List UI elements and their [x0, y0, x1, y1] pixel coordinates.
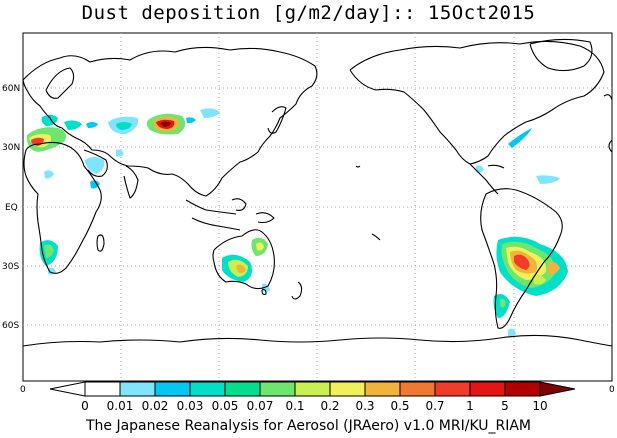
- dust-mongolia: [200, 108, 220, 118]
- colorbar-high-arrow: [539, 381, 576, 397]
- colorbar: [49, 381, 576, 397]
- colorbar-label: 0.07: [247, 399, 274, 413]
- lat-label-eq: EQ: [5, 203, 18, 213]
- coastlines: [22, 38, 613, 347]
- colorbar-label: 0.02: [142, 399, 169, 413]
- colorbar-box-2: [154, 381, 191, 397]
- colorbar-box-4: [224, 381, 261, 397]
- lat-label-60s: 60S: [2, 321, 19, 331]
- dust-australia: [222, 237, 270, 292]
- colorbar-label: 10: [532, 399, 547, 413]
- colorbar-box-8: [364, 381, 401, 397]
- map-title: Dust deposition [g/m2/day]:: 15Oct2015: [81, 2, 536, 24]
- dust-taklamakan: [146, 113, 196, 135]
- latitude-labels: 60N 30N EQ 30S 60S: [2, 84, 20, 331]
- colorbar-label: 0.5: [390, 399, 409, 413]
- colorbar-label: 0.03: [177, 399, 204, 413]
- colorbar-label: 0.01: [107, 399, 134, 413]
- colorbar-label: 0.1: [285, 399, 304, 413]
- dust-arabia: [85, 157, 105, 174]
- colorbar-label: 0.7: [425, 399, 444, 413]
- colorbar-label: 0.2: [320, 399, 339, 413]
- colorbar-low-arrow: [49, 381, 86, 397]
- colorbar-box-12: [504, 381, 541, 397]
- colorbar-box-3: [189, 381, 226, 397]
- lat-label-30n: 30N: [2, 143, 20, 153]
- colorbar-label: 5: [501, 399, 509, 413]
- colorbar-box-1: [119, 381, 156, 397]
- lat-label-60n: 60N: [2, 84, 20, 94]
- colorbar-box-6: [294, 381, 331, 397]
- colorbar-label: 0: [81, 399, 89, 413]
- colorbar-box-11: [469, 381, 506, 397]
- lat-label-30s: 30S: [2, 262, 19, 272]
- colorbar-label: 0.05: [212, 399, 239, 413]
- lon-label-left: 0: [20, 385, 26, 395]
- colorbar-box-10: [434, 381, 471, 397]
- colorbar-labels: 0 0.01 0.02 0.03 0.05 0.07 0.1 0.2 0.3 0…: [81, 399, 547, 413]
- lon-label-right: 0: [609, 385, 615, 395]
- colorbar-box-7: [329, 381, 366, 397]
- footer-credit: The Japanese Reanalysis for Aerosol (JRA…: [85, 418, 532, 434]
- dust-central-asia: [64, 116, 139, 134]
- colorbar-box-0: [84, 381, 121, 397]
- colorbar-box-5: [259, 381, 296, 397]
- dust-south-america: [496, 236, 568, 296]
- colorbar-label: 0.3: [355, 399, 374, 413]
- colorbar-label: 1: [466, 399, 474, 413]
- colorbar-box-9: [399, 381, 436, 397]
